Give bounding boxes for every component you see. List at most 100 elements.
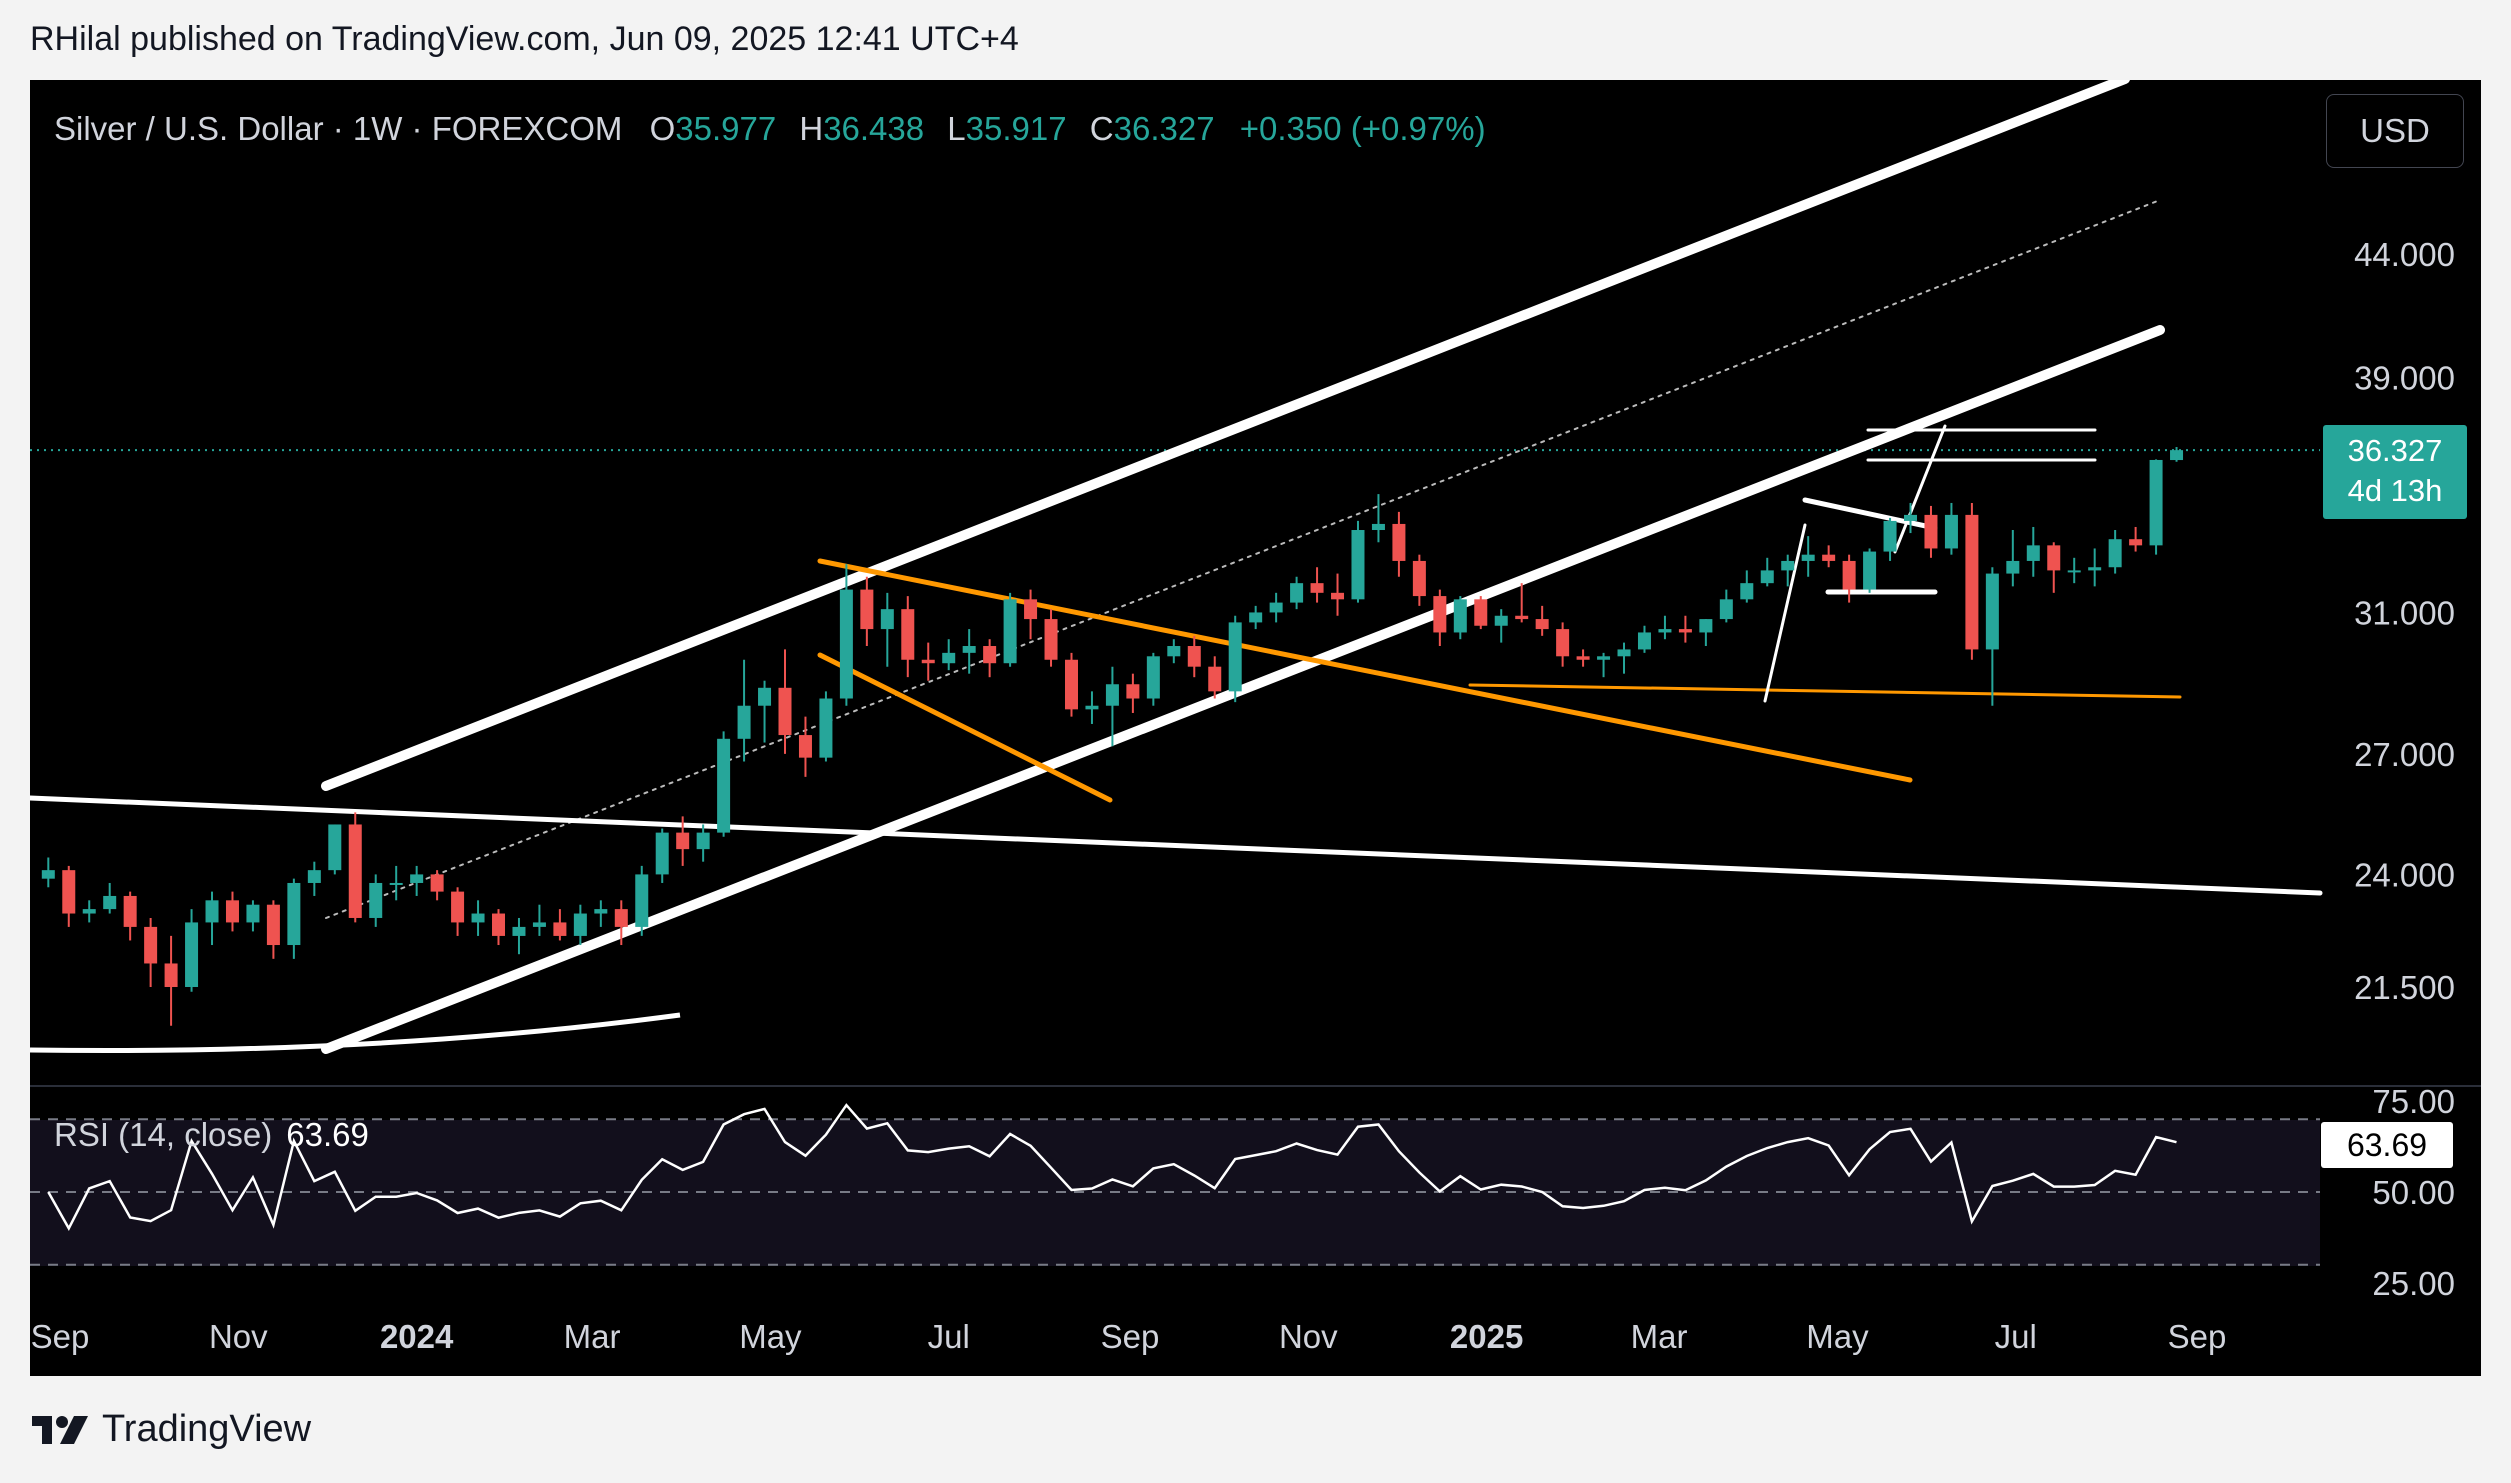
candle-body (307, 870, 321, 883)
candle-body (471, 913, 485, 923)
horizontal-support-line (1468, 683, 2182, 699)
price-axis-label: 24.000 (2354, 856, 2455, 893)
candle-body (2129, 539, 2143, 546)
candle-body (1126, 684, 1140, 699)
candle-body (1556, 629, 1570, 657)
rsi-legend[interactable]: RSI (14, close) 63.69 (54, 1116, 369, 1154)
time-axis-label: Jul (1995, 1318, 2037, 1355)
candle-body (328, 824, 342, 871)
candle-body (389, 882, 403, 885)
time-axis-label: 2024 (380, 1318, 454, 1355)
time-axis-label: Nov (1279, 1318, 1338, 1355)
price-axis-label: 39.000 (2354, 359, 2455, 396)
candle-body (1064, 659, 1078, 710)
candle-body (1167, 646, 1181, 657)
tradingview-logo-icon (32, 1415, 88, 1444)
candle-body (225, 900, 239, 923)
candle-body (1924, 514, 1938, 549)
time-axis-label: Mar (1631, 1318, 1688, 1355)
footer-brand: TradingView (102, 1408, 312, 1450)
candle-body (82, 909, 96, 914)
candle-body (880, 609, 894, 630)
candle-body (778, 687, 792, 736)
candle-body (2047, 545, 2061, 571)
time-axis-label: Jul (928, 1318, 970, 1355)
candle-body (635, 874, 649, 927)
candle-body (2067, 570, 2081, 573)
candle-body (1781, 560, 1795, 571)
time-axis-label: Sep (2168, 1318, 2227, 1355)
time-axis-label: Sep (1101, 1318, 1160, 1355)
candle-body (1842, 560, 1856, 590)
change-value: +0.350 (+0.97%) (1239, 110, 1486, 147)
candle-body (614, 909, 628, 927)
candle-body (901, 609, 915, 660)
candle-body (553, 922, 567, 936)
high-key: H (799, 110, 824, 147)
candle-body (1863, 551, 1877, 590)
candle-body (1433, 596, 1447, 633)
candle-body (1371, 523, 1385, 531)
open-key: O (649, 110, 676, 147)
candle-body (1351, 530, 1365, 600)
rsi-axis-label: 25.00 (2372, 1265, 2455, 1302)
candle-body (2006, 560, 2020, 574)
candle-body (1187, 646, 1201, 667)
candle-body (1494, 615, 1508, 626)
candle-body (1146, 656, 1160, 699)
symbol-legend[interactable]: Silver / U.S. Dollar · 1W · FOREXCOM O35… (54, 110, 1486, 148)
candle-body (942, 652, 956, 664)
candle-body (103, 895, 117, 910)
time-axis-label: 2025 (1450, 1318, 1523, 1355)
projection-target-line (1893, 424, 1947, 554)
currency-button[interactable]: USD (2326, 94, 2464, 168)
candle-body (696, 832, 710, 850)
base-curve-line (30, 1012, 681, 1054)
wedge-upper-line (817, 558, 1913, 783)
candle-body (655, 832, 669, 875)
candle-body (1024, 599, 1038, 620)
candle-body (962, 646, 976, 653)
candle-body (1678, 629, 1692, 633)
candle-body (1740, 583, 1754, 600)
candle-body (1985, 573, 1999, 650)
candle-body (451, 891, 465, 923)
price-axis-label: 27.000 (2354, 736, 2455, 773)
candle-body (1453, 599, 1467, 633)
candle-body (62, 870, 76, 914)
candle-body (737, 705, 751, 739)
channel-upper-line (321, 80, 2130, 791)
price-axis-label: 21.500 (2354, 969, 2455, 1006)
publish-header: RHilal published on TradingView.com, Jun… (30, 20, 1019, 58)
candle-body (410, 874, 424, 883)
rsi-axis-label: 75.00 (2372, 1083, 2455, 1120)
candle-body (348, 824, 362, 918)
candle-body (839, 589, 853, 699)
candle-body (1637, 632, 1651, 650)
candle-body (1085, 705, 1099, 710)
candle-body (2108, 539, 2122, 568)
candle-body (430, 874, 444, 892)
chart-canvas[interactable]: 44.000 39.000 31.000 27.000 24.000 21.500 Sep N… (30, 80, 2481, 1376)
candle-body (819, 698, 833, 758)
candle-body (573, 913, 587, 936)
candle-body (144, 926, 158, 964)
chart-frame[interactable]: 44.000 39.000 31.000 27.000 24.000 21.500 Sep N… (30, 80, 2481, 1376)
candle-body (1617, 649, 1631, 657)
candle-body (1310, 583, 1324, 593)
open-value: 35.977 (675, 110, 777, 147)
candle-body (1474, 599, 1488, 626)
candle-body (1597, 656, 1611, 660)
candle-body (123, 895, 137, 927)
candle-body (41, 870, 55, 879)
rsi-legend-title: RSI (14, close) (54, 1116, 273, 1153)
candle-body (1699, 619, 1713, 633)
candle-body (2088, 567, 2102, 571)
candle-body (205, 900, 219, 923)
candle-body (532, 922, 546, 927)
candle-body (2026, 545, 2040, 561)
candle-body (1515, 615, 1529, 620)
candle-body (717, 738, 731, 833)
footer-logo[interactable]: TradingView (30, 1408, 311, 1451)
last-price-value: 36.327 (2347, 433, 2443, 468)
